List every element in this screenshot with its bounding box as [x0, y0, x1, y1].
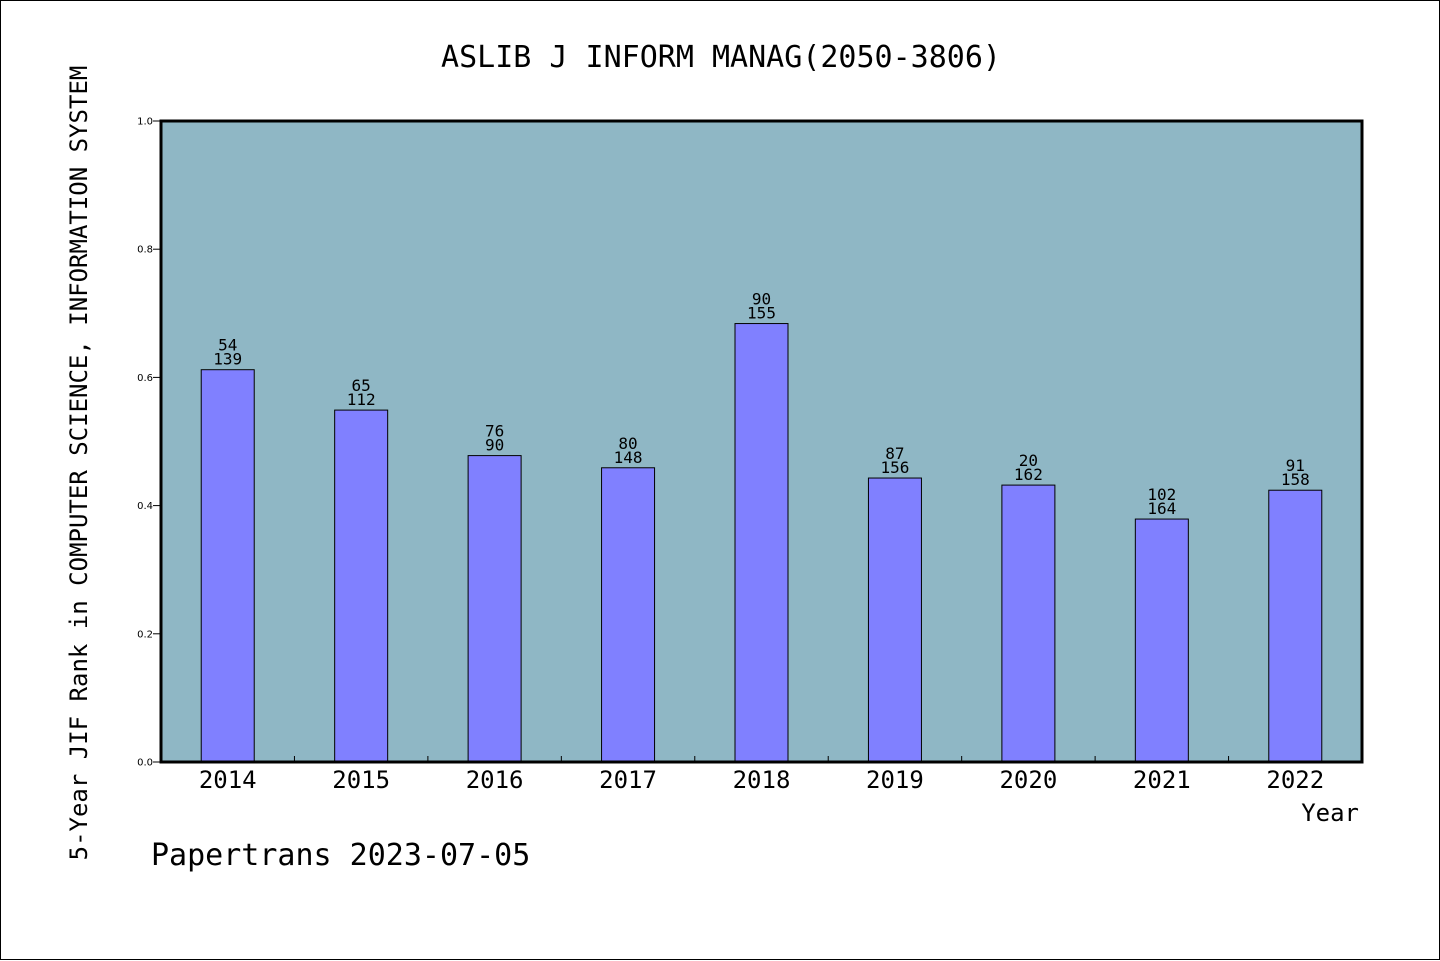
y-tick-label: 0.2 — [137, 629, 153, 640]
y-axis-label: 5-Year JIF Rank in COMPUTER SCIENCE, INF… — [65, 66, 93, 861]
y-tick-label: 1.0 — [137, 117, 153, 128]
data-label-total: 139 — [213, 350, 242, 369]
x-tick-label-2018: 2018 — [733, 766, 791, 794]
category-labels: 2014 2015 2016 2017 2018 2019 2020 2021 2022 — [199, 766, 1324, 794]
y-tick-label: 0.4 — [137, 501, 153, 512]
bar-2017 — [601, 467, 656, 763]
data-label-rank: 20 — [1019, 451, 1038, 470]
x-tick-label-2015: 2015 — [332, 766, 390, 794]
x-tick-label-2017: 2017 — [599, 766, 657, 794]
data-label-rank: 65 — [352, 376, 371, 395]
bar-2021 — [1134, 518, 1189, 763]
plot-border — [159, 119, 1364, 764]
data-label-total: 164 — [1147, 499, 1176, 518]
x-tick-label-2016: 2016 — [466, 766, 524, 794]
data-label-total: 156 — [880, 458, 909, 477]
footer-source-date: Papertrans 2023-07-05 — [151, 838, 530, 873]
data-label-rank: 54 — [218, 336, 237, 355]
data-label-rank: 90 — [752, 290, 771, 309]
data-label-rank: 102 — [1147, 485, 1176, 504]
data-label-total: 158 — [1281, 470, 1310, 489]
x-tick-label-2022: 2022 — [1266, 766, 1324, 794]
data-label-total: 112 — [347, 390, 376, 409]
bar-2022 — [1268, 489, 1323, 763]
bar-2015 — [334, 409, 389, 763]
data-label-rank: 80 — [618, 434, 637, 453]
data-label-total: 148 — [614, 448, 643, 467]
y-tick-label: 0.0 — [137, 758, 153, 769]
bar-2016 — [467, 455, 522, 763]
y-tick-label: 0.6 — [137, 373, 153, 384]
data-label-rank: 87 — [885, 444, 904, 463]
bar-2014 — [200, 369, 255, 763]
data-label-rank: 91 — [1286, 456, 1305, 475]
bar-2020 — [1001, 484, 1056, 763]
data-label-rank: 76 — [485, 422, 504, 441]
data-label-total: 155 — [747, 304, 776, 323]
x-tick-label-2019: 2019 — [866, 766, 924, 794]
x-tick-label-2014: 2014 — [199, 766, 257, 794]
chart-title: ASLIB J INFORM MANAG(2050-3806) — [441, 40, 1001, 75]
bar-2018 — [734, 323, 789, 763]
y-axis-ticks: 0.0 0.2 0.4 0.6 0.8 1.0 — [137, 117, 161, 769]
y-tick-label: 0.8 — [137, 245, 153, 256]
x-tick-label-2020: 2020 — [999, 766, 1057, 794]
data-label-total: 90 — [485, 436, 504, 455]
x-tick-label-2021: 2021 — [1133, 766, 1191, 794]
x-axis-label: Year — [1301, 799, 1359, 827]
bar-2019 — [867, 477, 922, 763]
bars — [200, 323, 1323, 763]
data-label-total: 162 — [1014, 465, 1043, 484]
